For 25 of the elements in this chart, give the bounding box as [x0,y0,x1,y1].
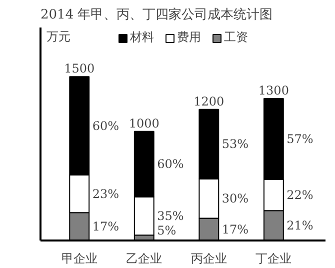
annotation: 22% [286,188,314,202]
annotation: 17% [222,222,249,236]
annotation: 53% [222,137,249,152]
x-tick-label: 乙企业 [126,252,162,266]
annotation: 1000 [128,116,160,130]
annotation: 60% [157,157,184,172]
annotation: 17% [92,220,119,234]
annotation: 30% [222,192,249,206]
x-tick-label: 丙企业 [190,252,227,266]
x-tick-label: 甲企业 [61,252,98,266]
annotation: 1200 [194,94,224,108]
annotation: 5% [157,224,176,238]
text: 1500 [64,62,95,76]
y-axis-title: 万元 [46,30,70,44]
annotation: 57% [286,132,314,146]
annotation: 35% [157,209,184,224]
legend-label: 费用 [177,29,201,46]
x-tick-label: 丁企业 [256,252,292,266]
annotation: 60% [92,118,119,133]
legend-label: 工资 [224,29,248,46]
annotation: 21% [286,218,314,233]
legend-label: 材料 [130,29,154,46]
annotation: 23% [92,186,119,201]
annotation: 1300 [258,83,289,98]
chart-title: 2014 年甲、丙、丁四家公司成本统计图 [40,6,273,22]
